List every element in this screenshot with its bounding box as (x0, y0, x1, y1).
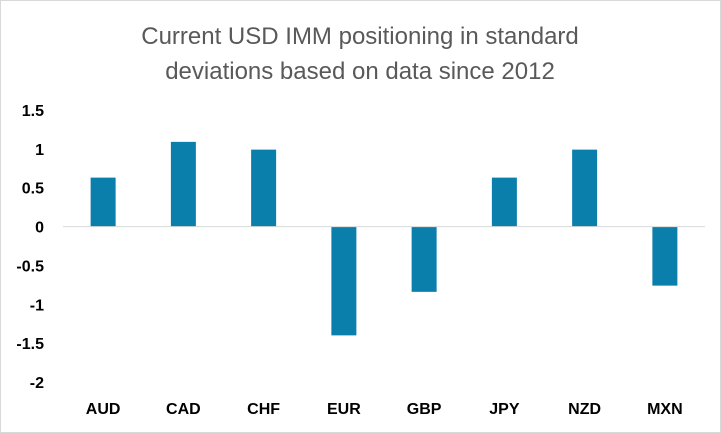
bar-jpy (491, 177, 517, 227)
x-tick-label: GBP (407, 401, 442, 418)
x-tick-label: AUD (86, 401, 121, 418)
y-tick-label: -0.5 (16, 258, 44, 275)
y-tick-label: -1.5 (16, 336, 44, 353)
y-axis-tick-labels: 1.5 1 0.5 0 -0.5 -1 -1.5 -2 (16, 103, 44, 392)
x-tick-label: CAD (166, 401, 201, 418)
x-tick-label: CHF (247, 401, 280, 418)
bar-mxn (652, 226, 678, 286)
chart-title-line-2: deviations based on data since 2012 (165, 58, 555, 85)
x-axis-tick-labels: AUD CAD CHF EUR GBP JPY NZD MXN (86, 401, 683, 418)
y-tick-label: 0 (35, 220, 44, 237)
bar-nzd (572, 149, 598, 227)
bar-aud (90, 177, 116, 227)
y-tick-label: 1.5 (22, 103, 44, 120)
y-tick-label: 1 (35, 142, 44, 159)
y-tick-label: 0.5 (22, 181, 44, 198)
bars (90, 141, 678, 336)
y-tick-label: -2 (30, 375, 44, 392)
chart-title-line-1: Current USD IMM positioning in standard (141, 23, 579, 50)
bar-gbp (411, 226, 437, 292)
bar-eur (331, 226, 357, 336)
x-tick-label: JPY (489, 401, 520, 418)
y-tick-label: -1 (30, 297, 44, 314)
x-tick-label: EUR (327, 401, 361, 418)
chart-title: Current USD IMM positioning in standard … (141, 23, 579, 85)
x-tick-label: MXN (647, 401, 683, 418)
bar-cad (170, 141, 196, 227)
bar-chf (251, 149, 277, 227)
x-tick-label: NZD (568, 401, 601, 418)
